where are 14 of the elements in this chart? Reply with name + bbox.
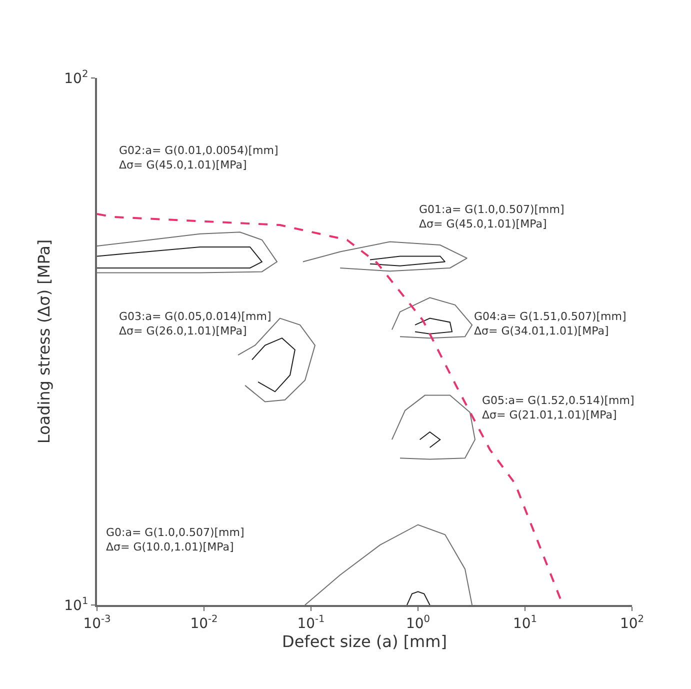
x-axis-title: Defect size (a) [mm] <box>282 632 447 651</box>
annotation: G02:a= G(0.01,0.0054)[mm] Δσ= G(45.0,1.01)[MPa] <box>119 144 278 172</box>
x-tick-label: 10$^{2}$ <box>620 614 644 632</box>
x-tick-label: 10$^{1}$ <box>512 614 538 632</box>
annotation: G04:a= G(1.51,0.507)[mm] Δσ= G(34.01,1.01)[MPa] <box>474 310 626 338</box>
annotation: G01:a= G(1.0,0.507)[mm] Δσ= G(45.0,1.01)[MPa] <box>419 203 564 230</box>
annotation: G03:a= G(0.05,0.014)[mm] Δσ= G(26.0,1.01)[MPa] <box>119 310 272 338</box>
x-tick-label: 10$^{-3}$ <box>83 614 111 632</box>
annotation: G05:a= G(1.52,0.514)[mm] Δσ= G(21.01,1.01)[MPa] <box>482 394 634 422</box>
x-tick-label: 10$^{-1}$ <box>297 614 325 632</box>
x-tick-label: 10$^{0}$ <box>406 614 430 632</box>
x-tick-label: 10$^{-2}$ <box>190 614 218 632</box>
annotation: G0:a= G(1.0,0.507)[mm] Δσ= G(10.0,1.01)[MPa] <box>106 526 244 554</box>
y-axis-title: Loading stress (Δσ) [MPa] <box>34 239 54 444</box>
